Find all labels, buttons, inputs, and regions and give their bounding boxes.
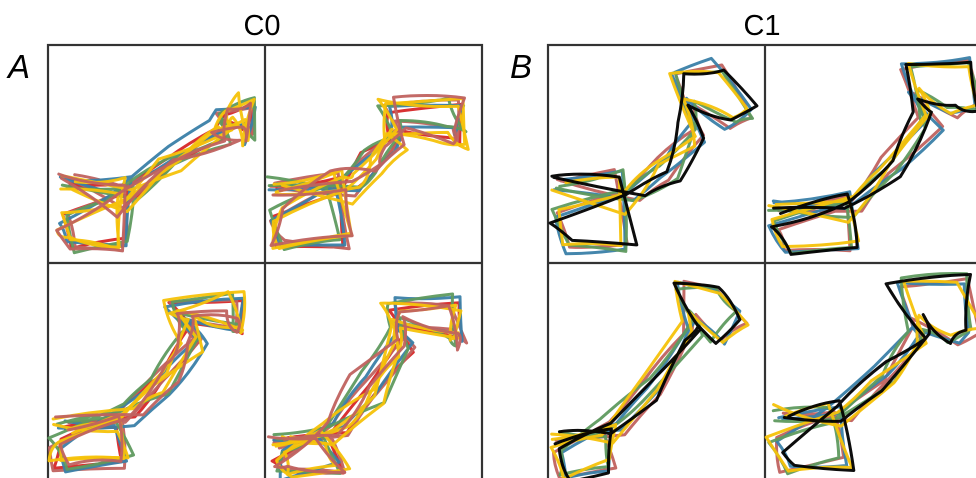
- title-c1: C1: [743, 10, 780, 42]
- panel-b-cell-top-right: [767, 56, 976, 256]
- trajectory-line: [550, 69, 749, 248]
- trajectory-line: [54, 309, 241, 467]
- trajectory-line: [47, 290, 242, 463]
- panel-label-a: A: [6, 48, 30, 85]
- panel-a-cell-bottom-left: [47, 290, 247, 474]
- panel-b-cell-top-left: [548, 56, 759, 256]
- panel-b-cell-bottom-left: [549, 279, 750, 478]
- trajectory-line: [764, 279, 976, 473]
- panel-label-b: B: [510, 48, 532, 85]
- title-c0: C0: [243, 10, 280, 42]
- trajectory-line: [770, 60, 976, 256]
- trajectory-line: [271, 301, 463, 476]
- trajectory-line: [553, 281, 742, 478]
- trajectory-line: [55, 101, 252, 253]
- trajectory-line: [781, 273, 972, 472]
- trajectory-line: [265, 97, 468, 251]
- trajectory-line: [776, 58, 976, 253]
- trajectory-line: [550, 69, 754, 253]
- trajectory-line: [47, 291, 241, 471]
- trajectory-line: [555, 63, 753, 249]
- trajectory-line: [775, 277, 976, 474]
- panel-a-cell-top-right: [265, 94, 470, 251]
- panel-b-frame: [546, 43, 976, 478]
- trajectory-line: [548, 68, 759, 247]
- trajectory-line: [552, 56, 753, 256]
- trajectory-line: [767, 61, 976, 256]
- trajectory-line: [269, 94, 466, 247]
- panel-b-cell-bottom-right: [764, 271, 976, 476]
- trajectory-line: [267, 304, 462, 474]
- panel-a: [46, 43, 484, 478]
- trajectory-line: [775, 280, 971, 469]
- panel-a-cell-bottom-right: [267, 292, 469, 478]
- panel-a-cell-top-left: [55, 91, 257, 255]
- trajectory-line: [271, 97, 470, 250]
- panel-b: [546, 43, 976, 478]
- trajectory-line: [557, 285, 738, 477]
